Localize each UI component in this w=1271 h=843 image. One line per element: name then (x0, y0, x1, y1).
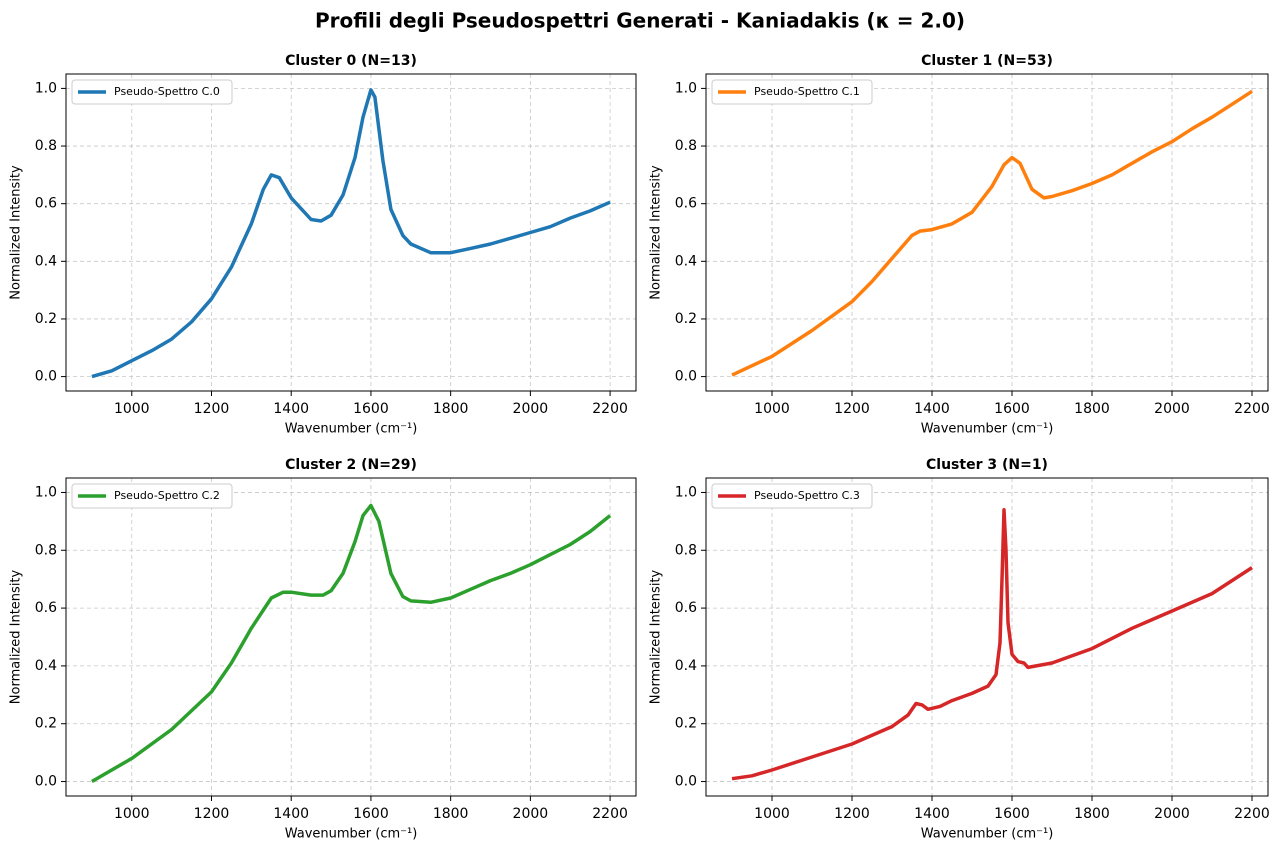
y-axis-label: Normalized Intensity (649, 165, 664, 300)
y-tick-label: 0.6 (35, 600, 57, 616)
x-axis-label: Wavenumber (cm⁻¹) (285, 422, 418, 437)
x-tick-label: 2200 (1234, 401, 1270, 417)
subplot: Cluster 2 (N=29) 1000 1200 1400 1600 1800 2000… (9, 457, 637, 842)
y-tick-label: 0.6 (675, 600, 697, 616)
legend-box (711, 79, 873, 105)
subplot-title: Cluster 3 (N=1) (926, 457, 1048, 473)
legend-label: Pseudo-Spettro C.3 (754, 489, 860, 502)
x-tick-label: 1600 (353, 806, 389, 822)
axes-frame (705, 73, 1269, 392)
x-tick-label: 1000 (114, 806, 150, 822)
axes-frame (705, 477, 1269, 797)
x-tick-label: 2200 (1234, 806, 1270, 822)
y-tick-label: 0.0 (35, 774, 57, 790)
y-tick-label: 0.2 (675, 716, 697, 732)
y-tick-label: 0.4 (35, 658, 57, 674)
x-tick-label: 2000 (1154, 806, 1190, 822)
x-tick-label: 1000 (754, 401, 790, 417)
x-tick-label: 1400 (273, 806, 309, 822)
legend-box (71, 483, 233, 509)
x-tick-label: 1400 (273, 401, 309, 417)
x-tick-label: 1200 (194, 806, 230, 822)
x-tick-label: 2000 (513, 806, 549, 822)
y-axis-label: Normalized Intensity (9, 165, 24, 300)
x-tick-label: 1000 (754, 806, 790, 822)
y-tick-label: 0.0 (675, 369, 697, 385)
x-tick-label: 1800 (433, 401, 469, 417)
subplot-title: Cluster 1 (N=53) (921, 53, 1053, 69)
x-tick-label: 1600 (353, 401, 389, 417)
y-tick-label: 0.6 (675, 196, 697, 212)
y-axis-label: Normalized Intensity (9, 569, 24, 704)
x-tick-label: 1200 (834, 401, 870, 417)
legend: Pseudo-Spettro C.2 (71, 483, 233, 509)
y-tick-label: 0.2 (675, 311, 697, 327)
x-axis-label: Wavenumber (cm⁻¹) (921, 827, 1054, 842)
x-tick-label: 1200 (194, 401, 230, 417)
figure-title: Profili degli Pseudospettri Generati - K… (315, 9, 965, 33)
x-tick-label: 2000 (1154, 401, 1190, 417)
x-tick-label: 1400 (914, 806, 950, 822)
x-axis-label: Wavenumber (cm⁻¹) (921, 422, 1054, 437)
subplot-title: Cluster 0 (N=13) (285, 53, 417, 69)
x-tick-label: 2200 (592, 806, 628, 822)
y-tick-label: 0.8 (675, 138, 697, 154)
legend-label: Pseudo-Spettro C.2 (114, 489, 220, 502)
x-tick-label: 1800 (433, 806, 469, 822)
y-tick-label: 0.8 (35, 138, 57, 154)
data-line (91, 88, 611, 379)
y-tick-label: 0.6 (35, 196, 57, 212)
x-tick-label: 1600 (994, 806, 1030, 822)
data-line (731, 89, 1253, 377)
legend-label: Pseudo-Spettro C.1 (754, 85, 860, 98)
y-tick-label: 0.4 (675, 253, 697, 269)
legend: Pseudo-Spettro C.0 (71, 79, 233, 105)
y-tick-label: 0.2 (35, 311, 57, 327)
y-tick-label: 1.0 (35, 80, 57, 96)
legend: Pseudo-Spettro C.3 (711, 483, 873, 509)
y-tick-label: 0.4 (35, 253, 57, 269)
y-tick-label: 0.0 (675, 774, 697, 790)
y-tick-label: 0.4 (675, 658, 697, 674)
y-tick-label: 0.8 (675, 542, 697, 558)
legend-box (71, 79, 233, 105)
x-tick-label: 1600 (994, 401, 1030, 417)
subplot: Cluster 1 (N=53) 1000 1200 1400 1600 1800 2000… (649, 53, 1270, 437)
y-axis-label: Normalized Intensity (649, 569, 664, 704)
x-tick-label: 2200 (592, 401, 628, 417)
x-tick-label: 2000 (513, 401, 549, 417)
legend: Pseudo-Spettro C.1 (711, 79, 873, 105)
data-line (731, 508, 1253, 781)
y-tick-label: 1.0 (675, 484, 697, 500)
subplot-title: Cluster 2 (N=29) (285, 457, 417, 473)
legend-label: Pseudo-Spettro C.0 (114, 85, 220, 98)
y-tick-label: 0.8 (35, 542, 57, 558)
y-tick-label: 0.0 (35, 369, 57, 385)
x-tick-label: 1200 (834, 806, 870, 822)
y-tick-label: 1.0 (675, 80, 697, 96)
data-line (91, 503, 612, 784)
legend-box (711, 483, 873, 509)
x-axis-label: Wavenumber (cm⁻¹) (285, 827, 418, 842)
axes-frame (65, 477, 637, 797)
x-tick-label: 1000 (114, 401, 150, 417)
axes-frame (65, 73, 637, 392)
y-tick-label: 0.2 (35, 716, 57, 732)
y-tick-label: 1.0 (35, 484, 57, 500)
subplot: Cluster 0 (N=13) 1000 1200 1400 1600 1800 2000… (9, 53, 637, 437)
subplot: Cluster 3 (N=1) 1000 1200 1400 1600 1800 2000 2… (649, 457, 1270, 842)
x-tick-label: 1400 (914, 401, 950, 417)
x-tick-label: 1800 (1074, 401, 1110, 417)
x-tick-label: 1800 (1074, 806, 1110, 822)
